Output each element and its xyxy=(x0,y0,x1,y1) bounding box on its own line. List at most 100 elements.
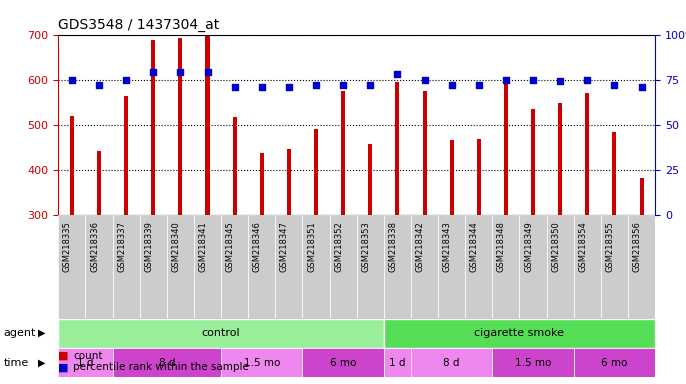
Point xyxy=(609,82,620,88)
Bar xyxy=(477,139,481,215)
Text: GSM218342: GSM218342 xyxy=(416,221,425,271)
Text: GSM218338: GSM218338 xyxy=(388,221,397,272)
Text: GSM218349: GSM218349 xyxy=(524,221,533,271)
Text: GSM218348: GSM218348 xyxy=(497,221,506,271)
Bar xyxy=(357,215,384,330)
Bar xyxy=(206,35,209,215)
Bar xyxy=(167,215,194,330)
Text: ■: ■ xyxy=(58,362,69,372)
Text: GSM218350: GSM218350 xyxy=(551,221,560,271)
Point xyxy=(446,82,457,88)
Text: GSM218354: GSM218354 xyxy=(578,221,587,271)
Bar xyxy=(628,215,655,330)
Bar xyxy=(601,215,628,330)
Text: cigarette smoke: cigarette smoke xyxy=(475,328,565,338)
Bar xyxy=(411,215,438,330)
Bar xyxy=(58,348,113,377)
Text: 1.5 mo: 1.5 mo xyxy=(244,358,280,368)
Bar xyxy=(341,91,345,215)
Bar xyxy=(329,215,357,330)
Text: GSM218339: GSM218339 xyxy=(144,221,153,271)
Text: percentile rank within the sample: percentile rank within the sample xyxy=(73,362,249,372)
Bar xyxy=(178,38,182,215)
Point xyxy=(175,70,186,76)
Point xyxy=(500,77,511,83)
Bar xyxy=(233,117,237,215)
Point xyxy=(555,78,566,84)
Text: count: count xyxy=(73,351,103,361)
Bar xyxy=(613,132,617,215)
Text: GSM218352: GSM218352 xyxy=(334,221,343,271)
Point xyxy=(93,82,104,88)
Text: GSM218336: GSM218336 xyxy=(90,221,99,272)
Bar xyxy=(97,151,101,215)
Bar xyxy=(531,109,535,215)
Bar xyxy=(86,215,113,330)
Bar xyxy=(493,348,573,377)
Bar xyxy=(314,129,318,215)
Text: GSM218344: GSM218344 xyxy=(470,221,479,271)
Point xyxy=(473,82,484,88)
Point xyxy=(121,77,132,83)
Text: GSM218337: GSM218337 xyxy=(117,221,126,272)
Bar xyxy=(384,215,411,330)
Bar xyxy=(558,103,563,215)
Bar xyxy=(58,215,86,330)
Bar xyxy=(438,215,465,330)
Bar xyxy=(151,40,155,215)
Text: control: control xyxy=(202,328,240,338)
Bar xyxy=(260,153,264,215)
Point xyxy=(311,82,322,88)
Text: GSM218340: GSM218340 xyxy=(172,221,180,271)
Text: GSM218347: GSM218347 xyxy=(280,221,289,271)
Bar xyxy=(573,215,601,330)
Bar xyxy=(547,215,573,330)
Text: GSM218335: GSM218335 xyxy=(63,221,72,271)
Point xyxy=(338,82,348,88)
Text: GDS3548 / 1437304_at: GDS3548 / 1437304_at xyxy=(58,18,220,32)
Text: ▶: ▶ xyxy=(38,328,45,338)
Bar xyxy=(449,140,453,215)
Bar xyxy=(493,215,519,330)
Text: 8 d: 8 d xyxy=(443,358,460,368)
Point xyxy=(392,71,403,77)
Text: 8 d: 8 d xyxy=(158,358,175,368)
Point xyxy=(67,77,78,83)
Text: GSM218346: GSM218346 xyxy=(252,221,262,271)
Bar xyxy=(113,348,221,377)
Bar xyxy=(303,215,329,330)
Bar xyxy=(465,215,493,330)
Bar xyxy=(221,215,248,330)
Bar xyxy=(70,116,74,215)
Bar xyxy=(585,93,589,215)
Text: GSM218356: GSM218356 xyxy=(632,221,641,271)
Bar xyxy=(368,144,372,215)
Text: GSM218355: GSM218355 xyxy=(606,221,615,271)
Text: GSM218353: GSM218353 xyxy=(362,221,370,271)
Point xyxy=(528,77,539,83)
Bar xyxy=(395,83,399,215)
Bar xyxy=(275,215,303,330)
Point xyxy=(419,77,430,83)
Text: 6 mo: 6 mo xyxy=(601,358,628,368)
Text: GSM218351: GSM218351 xyxy=(307,221,316,271)
Bar xyxy=(287,149,291,215)
Text: 1 d: 1 d xyxy=(78,358,94,368)
Text: agent: agent xyxy=(3,328,36,338)
Bar xyxy=(58,319,384,348)
Bar xyxy=(221,348,303,377)
Point xyxy=(147,70,158,76)
Bar xyxy=(384,319,655,348)
Text: GSM218345: GSM218345 xyxy=(226,221,235,271)
Bar xyxy=(303,348,384,377)
Bar xyxy=(140,215,167,330)
Bar xyxy=(504,84,508,215)
Point xyxy=(582,77,593,83)
Bar xyxy=(423,91,427,215)
Text: ■: ■ xyxy=(58,351,69,361)
Text: GSM218343: GSM218343 xyxy=(442,221,451,271)
Text: GSM218341: GSM218341 xyxy=(198,221,207,271)
Point xyxy=(257,84,268,90)
Bar xyxy=(519,215,547,330)
Text: 1 d: 1 d xyxy=(389,358,405,368)
